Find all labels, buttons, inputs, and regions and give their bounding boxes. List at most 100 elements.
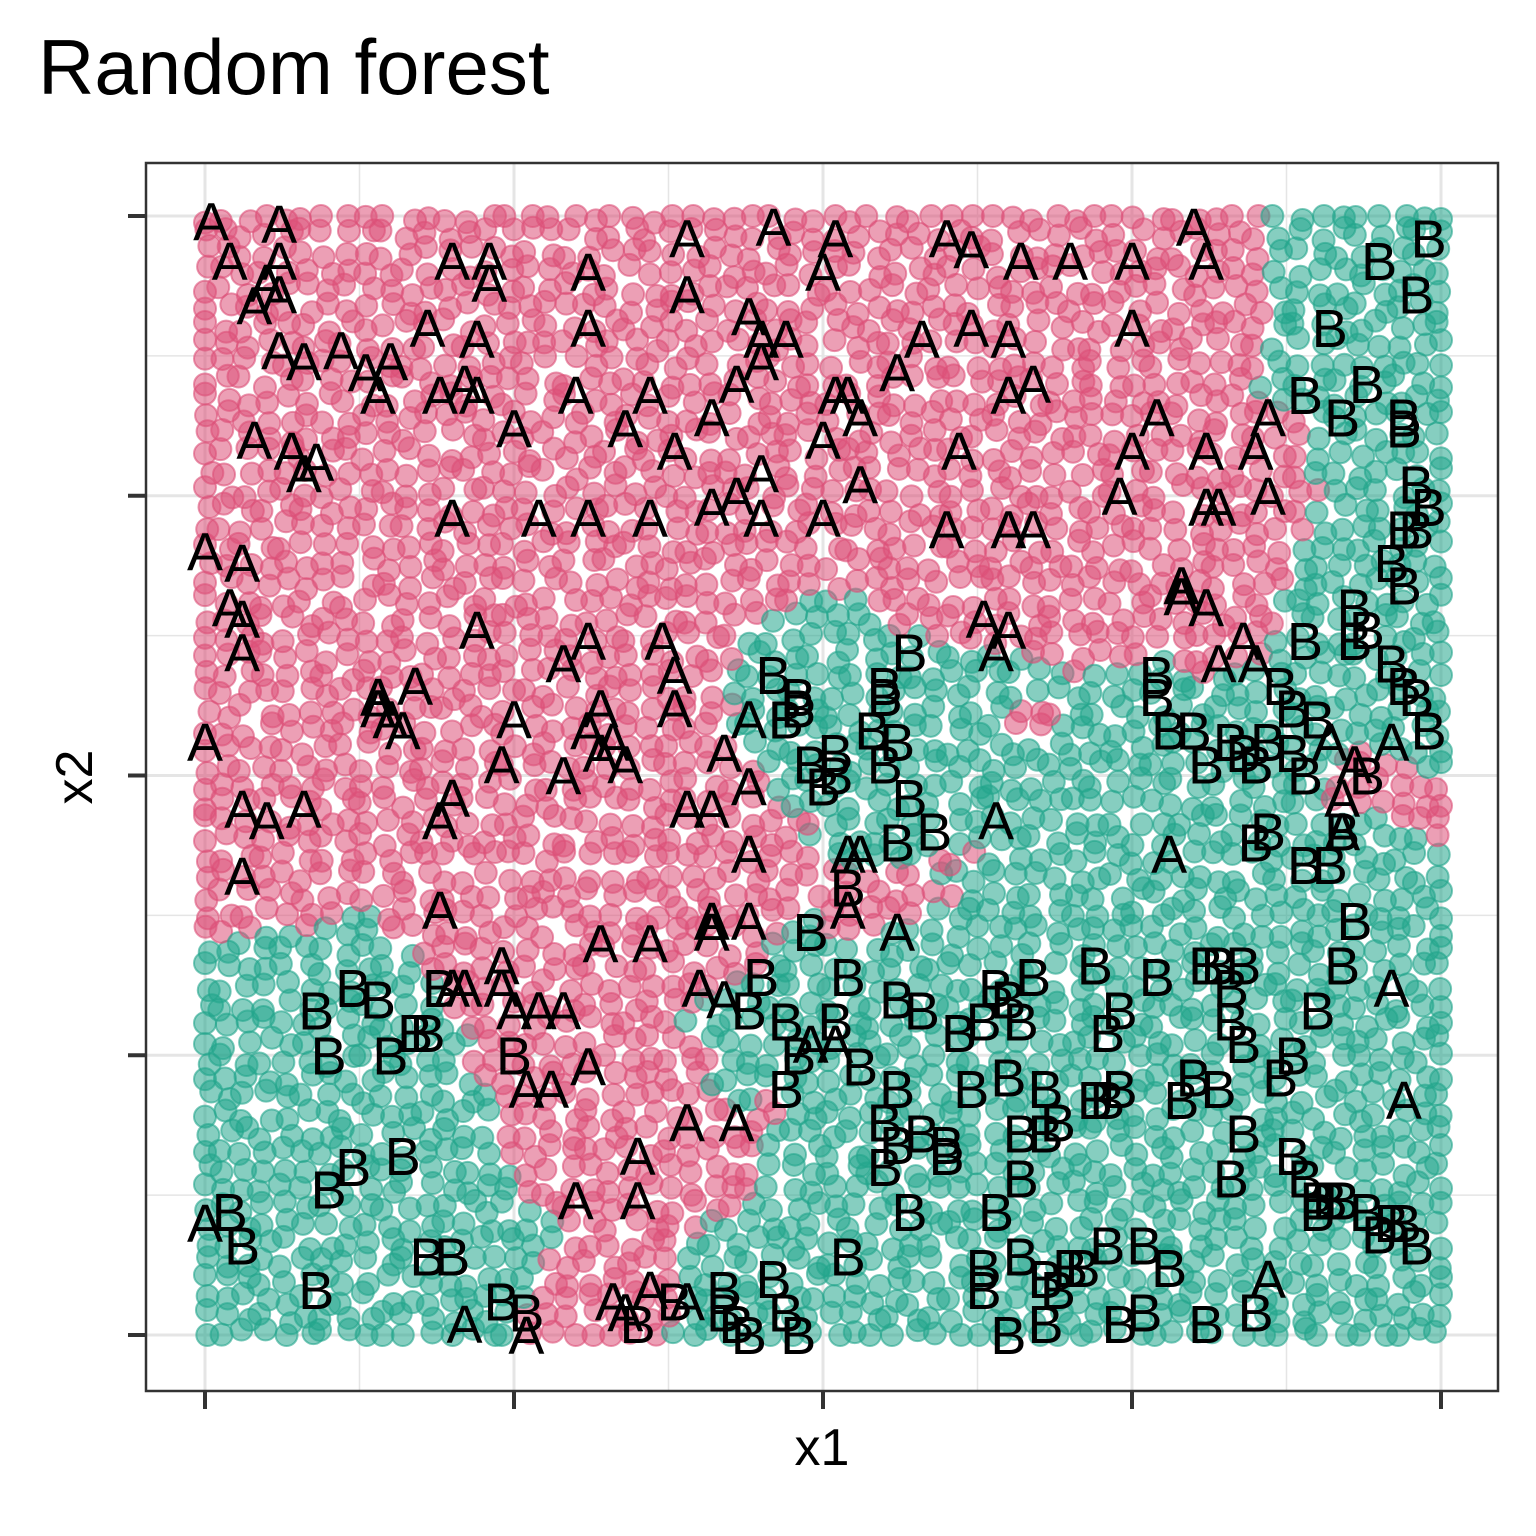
- region-point-A: [512, 1126, 537, 1151]
- point-label-B: B: [892, 1183, 928, 1243]
- point-label-A: A: [743, 489, 779, 549]
- region-point-B: [1077, 775, 1102, 800]
- point-label-A: A: [657, 422, 693, 482]
- region-point-B: [1303, 1323, 1328, 1347]
- region-point-A: [334, 299, 359, 324]
- region-point-B: [230, 997, 255, 1022]
- point-label-A: A: [447, 1295, 483, 1355]
- region-point-A: [700, 685, 725, 710]
- point-label-A: A: [953, 299, 989, 359]
- y-axis-label: x2: [46, 750, 104, 805]
- region-point-B: [1129, 812, 1154, 837]
- point-label-B: B: [1299, 1172, 1335, 1232]
- point-label-B: B: [1225, 937, 1261, 997]
- region-point-A: [1078, 373, 1103, 398]
- point-label-A: A: [1201, 635, 1237, 695]
- region-point-A: [535, 205, 560, 230]
- region-point-A: [193, 372, 217, 397]
- region-point-B: [1179, 997, 1204, 1022]
- point-label-A: A: [607, 400, 643, 460]
- region-point-A: [351, 611, 376, 636]
- region-point-B: [307, 1141, 332, 1166]
- region-point-A: [230, 724, 255, 749]
- point-label-B: B: [496, 1026, 532, 1086]
- region-point-A: [659, 1175, 684, 1200]
- point-label-B: B: [953, 1060, 989, 1120]
- region-point-B: [209, 1160, 234, 1185]
- region-point-A: [963, 539, 988, 564]
- point-label-A: A: [731, 758, 767, 818]
- region-point-A: [636, 865, 661, 890]
- region-point-B: [1363, 1027, 1388, 1052]
- point-label-A: A: [731, 825, 767, 885]
- region-point-A: [621, 282, 646, 307]
- region-point-A: [856, 318, 881, 343]
- point-label-B: B: [1089, 1071, 1125, 1131]
- point-label-B: B: [1287, 747, 1323, 807]
- point-label-B: B: [298, 1261, 334, 1321]
- region-point-B: [482, 1244, 507, 1269]
- region-point-A: [822, 328, 847, 353]
- region-point-B: [761, 608, 786, 633]
- region-point-B: [1018, 777, 1043, 802]
- region-point-B: [207, 979, 232, 1004]
- point-label-A: A: [484, 735, 520, 795]
- region-point-B: [247, 1127, 272, 1152]
- region-point-A: [916, 558, 941, 583]
- region-point-B: [1429, 640, 1453, 665]
- region-point-A: [1282, 444, 1307, 469]
- region-point-B: [1016, 882, 1041, 907]
- point-label-B: B: [817, 724, 853, 784]
- region-point-B: [822, 1284, 847, 1309]
- x-axis-label: x1: [795, 1419, 850, 1477]
- region-point-B: [1368, 1047, 1393, 1072]
- point-label-B: B: [830, 948, 866, 1008]
- point-label-A: A: [249, 791, 285, 851]
- region-point-A: [476, 885, 501, 910]
- point-label-A: A: [694, 388, 730, 448]
- point-label-B: B: [434, 1228, 470, 1288]
- point-label-A: A: [694, 478, 730, 538]
- point-label-B: B: [372, 1026, 408, 1086]
- region-point-A: [734, 1162, 759, 1187]
- region-point-B: [470, 1125, 495, 1150]
- region-point-A: [701, 293, 726, 318]
- region-point-A: [212, 462, 237, 487]
- point-label-A: A: [731, 892, 767, 952]
- region-point-B: [1222, 905, 1247, 930]
- point-label-A: A: [545, 981, 581, 1041]
- point-label-A: A: [990, 601, 1026, 661]
- region-point-B: [753, 1175, 778, 1200]
- region-point-A: [1249, 300, 1274, 325]
- region-point-A: [600, 869, 625, 894]
- region-point-A: [660, 1201, 685, 1226]
- region-point-A: [398, 576, 423, 601]
- point-label-B: B: [1102, 1295, 1138, 1355]
- point-label-A: A: [236, 411, 272, 471]
- region-point-B: [1243, 887, 1268, 912]
- point-label-B: B: [718, 1295, 754, 1355]
- region-point-B: [1326, 1291, 1351, 1316]
- region-point-A: [531, 586, 556, 611]
- region-point-B: [795, 644, 820, 669]
- point-label-A: A: [570, 299, 606, 359]
- point-label-A: A: [459, 366, 495, 426]
- region-point-A: [1036, 594, 1061, 619]
- point-label-B: B: [1398, 265, 1434, 325]
- region-point-B: [1387, 335, 1412, 360]
- region-point-B: [895, 1292, 920, 1317]
- region-point-B: [368, 1084, 393, 1109]
- region-point-B: [1300, 1253, 1325, 1278]
- region-point-B: [1326, 1252, 1351, 1277]
- region-point-A: [348, 759, 373, 784]
- region-point-B: [1425, 864, 1450, 889]
- region-point-A: [597, 204, 622, 228]
- region-point-B: [1429, 353, 1453, 378]
- region-point-A: [533, 313, 558, 338]
- region-point-B: [1100, 789, 1125, 814]
- region-point-A: [1023, 329, 1048, 354]
- point-label-A: A: [1188, 478, 1224, 538]
- region-point-A: [775, 411, 800, 436]
- region-point-A: [271, 353, 296, 378]
- region-point-A: [1097, 591, 1122, 616]
